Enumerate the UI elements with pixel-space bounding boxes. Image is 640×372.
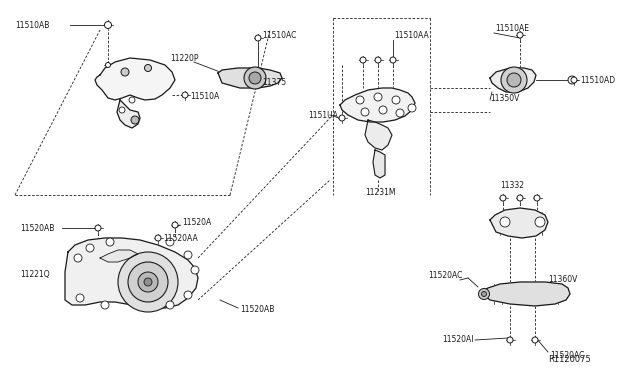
Text: 11520AB: 11520AB bbox=[240, 305, 275, 314]
Text: 11220P: 11220P bbox=[170, 54, 198, 62]
Text: 11332: 11332 bbox=[500, 180, 524, 189]
Circle shape bbox=[517, 195, 523, 201]
Polygon shape bbox=[373, 150, 385, 178]
Text: 11520AA: 11520AA bbox=[163, 234, 198, 243]
Polygon shape bbox=[100, 250, 138, 262]
Circle shape bbox=[479, 289, 490, 299]
Circle shape bbox=[517, 32, 523, 38]
Circle shape bbox=[145, 64, 152, 71]
Circle shape bbox=[118, 252, 178, 312]
Circle shape bbox=[106, 62, 111, 67]
Circle shape bbox=[571, 77, 577, 83]
Text: 11231M: 11231M bbox=[365, 187, 396, 196]
Circle shape bbox=[507, 337, 513, 343]
Text: 11510AB: 11510AB bbox=[15, 20, 49, 29]
Circle shape bbox=[534, 195, 540, 201]
Text: 11520A: 11520A bbox=[182, 218, 211, 227]
Circle shape bbox=[144, 278, 152, 286]
Text: 11510AA: 11510AA bbox=[394, 31, 429, 39]
Polygon shape bbox=[365, 120, 392, 150]
Circle shape bbox=[191, 266, 199, 274]
Circle shape bbox=[249, 72, 261, 84]
Circle shape bbox=[166, 301, 174, 309]
Circle shape bbox=[119, 107, 125, 113]
Text: 11510A: 11510A bbox=[190, 92, 220, 100]
Polygon shape bbox=[340, 88, 415, 122]
Circle shape bbox=[390, 57, 396, 63]
Circle shape bbox=[532, 337, 538, 343]
Circle shape bbox=[128, 262, 168, 302]
Circle shape bbox=[535, 217, 545, 227]
Circle shape bbox=[172, 222, 178, 228]
Polygon shape bbox=[490, 208, 548, 238]
Text: 1151UA: 1151UA bbox=[308, 110, 338, 119]
Circle shape bbox=[244, 67, 266, 89]
Circle shape bbox=[339, 115, 345, 121]
Circle shape bbox=[361, 108, 369, 116]
Circle shape bbox=[184, 291, 192, 299]
Circle shape bbox=[101, 301, 109, 309]
Text: 11520AC: 11520AC bbox=[428, 270, 462, 279]
Circle shape bbox=[138, 272, 158, 292]
Polygon shape bbox=[490, 68, 536, 92]
Circle shape bbox=[86, 244, 94, 252]
Circle shape bbox=[184, 251, 192, 259]
Circle shape bbox=[481, 292, 486, 296]
Circle shape bbox=[374, 93, 382, 101]
Polygon shape bbox=[117, 100, 140, 128]
Circle shape bbox=[74, 254, 82, 262]
Circle shape bbox=[500, 217, 510, 227]
Circle shape bbox=[379, 106, 387, 114]
Circle shape bbox=[106, 238, 114, 246]
Circle shape bbox=[408, 104, 416, 112]
Text: 11520AC: 11520AC bbox=[550, 350, 584, 359]
Text: 11360V: 11360V bbox=[548, 276, 577, 285]
Text: R1120075: R1120075 bbox=[548, 356, 591, 365]
Circle shape bbox=[360, 57, 366, 63]
Circle shape bbox=[500, 195, 506, 201]
Circle shape bbox=[255, 35, 261, 41]
Text: 11510AC: 11510AC bbox=[262, 31, 296, 39]
Circle shape bbox=[392, 96, 400, 104]
Circle shape bbox=[568, 76, 576, 84]
Circle shape bbox=[356, 96, 364, 104]
Circle shape bbox=[104, 22, 111, 29]
Polygon shape bbox=[480, 282, 570, 306]
Circle shape bbox=[121, 68, 129, 76]
Circle shape bbox=[76, 294, 84, 302]
Polygon shape bbox=[218, 68, 282, 88]
Circle shape bbox=[507, 73, 521, 87]
Circle shape bbox=[95, 225, 101, 231]
Text: 11510AD: 11510AD bbox=[580, 76, 615, 84]
Text: 11375: 11375 bbox=[262, 77, 286, 87]
Text: 11510AE: 11510AE bbox=[495, 23, 529, 32]
Circle shape bbox=[396, 109, 404, 117]
Text: 11520AI: 11520AI bbox=[442, 336, 474, 344]
Polygon shape bbox=[95, 58, 175, 100]
Circle shape bbox=[182, 92, 188, 98]
Circle shape bbox=[375, 57, 381, 63]
Circle shape bbox=[131, 116, 139, 124]
Text: 11221Q: 11221Q bbox=[20, 270, 50, 279]
Circle shape bbox=[129, 97, 135, 103]
Circle shape bbox=[501, 67, 527, 93]
Polygon shape bbox=[65, 238, 198, 308]
Text: 11350V: 11350V bbox=[490, 93, 520, 103]
Text: 11520AB: 11520AB bbox=[20, 224, 54, 232]
Circle shape bbox=[166, 238, 174, 246]
Circle shape bbox=[155, 235, 161, 241]
